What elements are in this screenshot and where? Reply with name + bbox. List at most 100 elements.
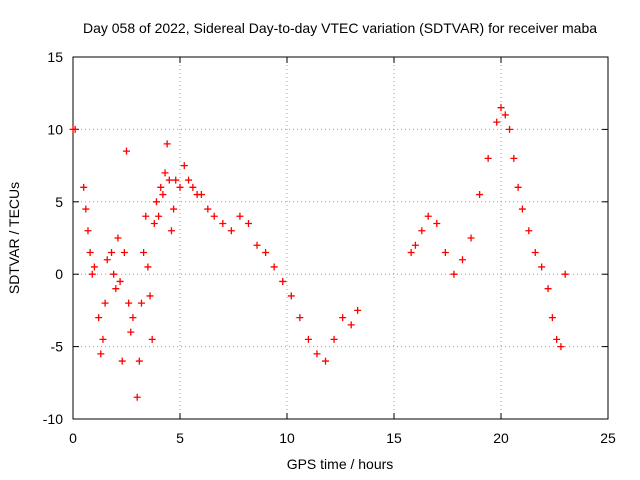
ticks: 0 5 10 15 20 25 -10 -5 0 5 10 15 [43,49,616,446]
y-axis-label: SDTVAR / TECUs [6,182,22,294]
data-point [279,277,287,285]
data-point [553,335,561,343]
data-point [296,314,304,322]
data-point [407,248,415,256]
data-point [185,176,193,184]
data-point [167,227,175,235]
x-tick-label: 25 [600,430,616,446]
x-tick-label: 10 [279,430,295,446]
data-point [424,212,432,220]
data-point [493,118,501,126]
data-point [101,299,109,307]
data-point [450,270,458,278]
plot-frame [72,56,609,420]
data-point [244,220,252,228]
data-point [339,314,347,322]
data-point [501,111,509,119]
data-point [538,263,546,271]
data-point [146,292,154,300]
data-point [476,191,484,199]
data-point [80,183,88,191]
data-point [172,176,180,184]
data-point [114,234,122,242]
y-tick-label: 15 [47,49,63,65]
data-point [433,220,441,228]
data-point [120,248,128,256]
data-point [236,212,244,220]
data-marks [69,104,569,401]
x-tick-label: 15 [386,430,402,446]
data-point [170,205,178,213]
y-tick-label: -10 [43,411,63,427]
data-point [189,183,197,191]
data-point [144,263,152,271]
data-point [148,335,156,343]
data-point [108,248,116,256]
data-point [118,357,126,365]
data-point [142,212,150,220]
data-point [140,248,148,256]
data-point [484,154,492,162]
data-point [123,147,130,155]
data-point [180,162,188,170]
data-point [159,191,167,199]
data-point [165,176,173,184]
data-point [95,314,103,322]
data-point [71,125,79,133]
data-point [112,285,120,293]
data-point [197,191,205,199]
data-point [253,241,261,249]
data-point [525,227,533,235]
data-point [103,256,111,264]
data-point [86,248,94,256]
data-point [354,306,362,314]
y-tick-label: 10 [47,121,63,137]
data-point [458,256,466,264]
data-point [510,154,518,162]
data-point [152,198,160,206]
data-point [497,104,505,112]
data-point [97,350,105,358]
chart-title: Day 058 of 2022, Sidereal Day-to-day VTE… [83,20,597,36]
data-point [418,227,426,235]
data-point [347,321,355,329]
x-tick-label: 0 [69,430,77,446]
data-point [557,343,565,351]
data-point [506,125,514,133]
x-tick-label: 20 [493,430,509,446]
data-point [561,270,569,278]
data-point [176,183,184,191]
data-point [127,328,135,336]
data-point [137,299,145,307]
data-point [313,350,321,358]
y-tick-label: 5 [55,194,63,210]
data-point [330,335,338,343]
data-point [161,169,169,177]
data-point [287,292,295,300]
data-point [467,234,475,242]
data-point [157,183,165,191]
data-point [531,248,539,256]
data-point [150,220,158,228]
x-axis-label: GPS time / hours [287,456,394,472]
data-point [219,220,227,228]
data-point [82,205,90,213]
data-point [133,393,141,401]
data-point [135,357,143,365]
data-point [155,212,163,220]
data-point [163,140,171,148]
data-point [88,270,96,278]
data-point [304,335,312,343]
data-point [518,205,526,213]
data-point [227,227,235,235]
y-tick-label: 0 [55,266,63,282]
data-point [544,285,552,293]
data-point [99,335,107,343]
data-point [204,205,212,213]
data-point [90,263,98,271]
data-point [411,241,419,249]
data-point [514,183,522,191]
